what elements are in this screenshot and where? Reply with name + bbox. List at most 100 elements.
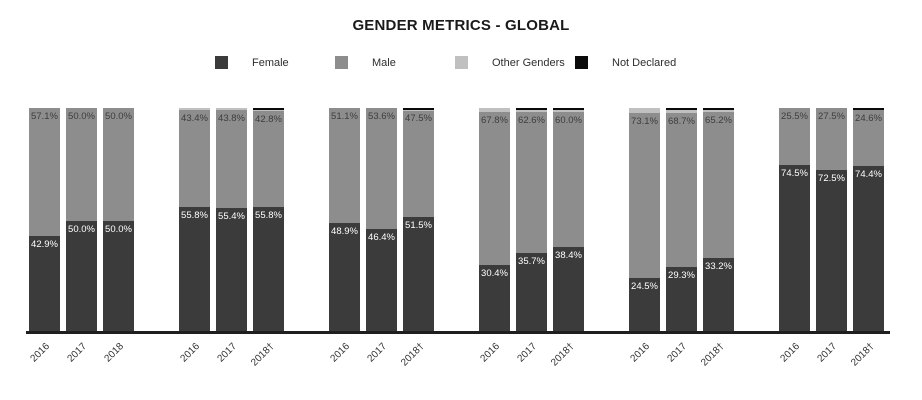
bar-segment-not-declared — [403, 108, 434, 110]
chart-legend: Female Male Other Genders Not Declared — [0, 56, 922, 72]
bar-segment-female: 55.8% — [179, 207, 210, 333]
bar-segment-male: 67.8% — [479, 112, 510, 265]
bar-segment-female: 50.0% — [66, 220, 97, 333]
bar-segment-male: 43.8% — [216, 109, 247, 209]
bar-value-label: 62.6% — [518, 114, 545, 126]
bar-value-label: 25.5% — [781, 111, 808, 122]
bar-segment-not-declared — [703, 108, 734, 111]
stacked-bar-segments: 51.5% 47.5% — [403, 108, 434, 333]
stacked-bar: 55.8% 42.8% 2018† — [249, 108, 284, 368]
stacked-bar: 50.0% 50.0% 2018 — [103, 108, 134, 365]
bar-segment-male: 57.1% — [29, 108, 60, 237]
bar-value-label: 74.5% — [781, 168, 808, 180]
bar-value-label: 27.5% — [818, 111, 845, 122]
x-tick-label: 2017 — [215, 341, 240, 365]
bar-value-label: 50.0% — [68, 223, 95, 235]
legend-item-female: Female — [215, 56, 289, 69]
legend-label-not-declared: Not Declared — [612, 56, 677, 69]
bar-segment-not-declared — [853, 108, 884, 111]
legend-label-other-genders: Other Genders — [492, 56, 565, 69]
bar-segment-female: 74.4% — [853, 165, 884, 333]
bar-group: 74.5% 25.5% 2016 72.5% 27.5% 2017 74.4% 24.6% 20… — [779, 108, 884, 368]
legend-label-male: Male — [372, 56, 396, 69]
stacked-bar-segments: 50.0% 50.0% — [66, 108, 97, 333]
bar-segment-male: 62.6% — [516, 111, 547, 253]
bar-value-label: 53.6% — [368, 111, 395, 123]
bar-value-label: 29.3% — [668, 270, 695, 282]
bar-group: 42.9% 57.1% 2016 50.0% 50.0% 2017 50.0% 50.0% 20… — [29, 108, 134, 365]
bar-segment-not-declared — [253, 108, 284, 110]
bar-value-label: 74.4% — [855, 168, 882, 180]
bar-group: 48.9% 51.1% 2016 46.4% 53.6% 2017 51.5% 47.5% 20… — [329, 108, 434, 368]
x-tick-label: 2018† — [398, 341, 427, 369]
bar-segment-other-genders — [179, 108, 210, 110]
bar-value-label: 24.5% — [631, 280, 658, 292]
stacked-bar: 48.9% 51.1% 2016 — [329, 108, 360, 365]
bar-group: 55.8% 43.4% 2016 55.4% 43.8% 2017 55.8% 42.8% 20… — [179, 108, 284, 368]
bar-segment-female: 46.4% — [366, 228, 397, 333]
bar-value-label: 46.4% — [368, 231, 395, 243]
stacked-bar: 74.4% 24.6% 2018† — [849, 108, 884, 368]
bar-segment-male: 50.0% — [66, 108, 97, 221]
x-tick-label: 2016 — [778, 341, 803, 365]
x-tick-label: 2017 — [365, 341, 390, 365]
bar-segment-other-genders — [253, 109, 284, 112]
x-tick-label: 2016 — [328, 341, 353, 365]
legend-item-not-declared: Not Declared — [575, 56, 676, 69]
legend-swatch-other-genders — [455, 56, 468, 69]
bar-segment-other-genders — [666, 110, 697, 113]
bar-segment-male: 50.0% — [103, 108, 134, 221]
stacked-bar: 24.5% 73.1% 2016 — [629, 108, 660, 365]
stacked-bar: 33.2% 65.2% 2018† — [699, 108, 734, 368]
stacked-bar-segments: 74.4% 24.6% — [853, 108, 884, 333]
x-axis-line — [26, 331, 890, 334]
stacked-bar-segments: 35.7% 62.6% — [516, 108, 547, 333]
bar-segment-female: 35.7% — [516, 252, 547, 333]
bar-value-label: 30.4% — [481, 267, 508, 279]
bar-segment-male: 25.5% — [779, 108, 810, 166]
bar-value-label: 55.8% — [255, 210, 282, 222]
bar-value-label: 38.4% — [555, 249, 582, 261]
legend-swatch-not-declared — [575, 56, 588, 69]
x-tick-label: 2017 — [665, 341, 690, 365]
bar-segment-not-declared — [666, 108, 697, 111]
bar-segment-other-genders — [216, 108, 247, 110]
stacked-bar: 35.7% 62.6% 2017 — [516, 108, 547, 365]
stacked-bar-segments: 38.4% 60.0% — [553, 108, 584, 333]
stacked-bar: 72.5% 27.5% 2017 — [816, 108, 847, 365]
bar-segment-female: 33.2% — [703, 258, 734, 333]
bar-segment-female: 30.4% — [479, 264, 510, 333]
x-tick-label: 2017 — [815, 341, 840, 365]
legend-item-male: Male — [335, 56, 396, 69]
stacked-bar: 74.5% 25.5% 2016 — [779, 108, 810, 365]
stacked-bar-segments: 74.5% 25.5% — [779, 108, 810, 333]
bar-segment-other-genders — [479, 108, 510, 113]
bar-value-label: 60.0% — [555, 114, 582, 126]
stacked-bar: 55.8% 43.4% 2016 — [179, 108, 210, 365]
bar-value-label: 50.0% — [105, 223, 132, 235]
bar-value-label: 35.7% — [518, 255, 545, 267]
stacked-bar: 50.0% 50.0% 2017 — [66, 108, 97, 365]
bar-value-label: 50.0% — [105, 111, 132, 122]
bar-segment-other-genders — [703, 110, 734, 112]
bar-segment-female: 42.9% — [29, 236, 60, 333]
bar-segment-male: 51.1% — [329, 108, 360, 223]
bar-segment-male: 24.6% — [853, 110, 884, 166]
legend-label-female: Female — [252, 56, 289, 69]
bar-segment-other-genders — [629, 108, 660, 114]
bar-value-label: 42.9% — [31, 239, 58, 251]
bar-segment-male: 42.8% — [253, 111, 284, 208]
bar-segment-other-genders — [403, 109, 434, 111]
stacked-bar-segments: 46.4% 53.6% — [366, 108, 397, 333]
bar-segment-female: 24.5% — [629, 277, 660, 333]
bar-segment-other-genders — [553, 110, 584, 112]
stacked-bar: 46.4% 53.6% 2017 — [366, 108, 397, 365]
bar-value-label: 57.1% — [31, 111, 58, 123]
bar-segment-female: 55.4% — [216, 208, 247, 333]
stacked-bar-segments: 33.2% 65.2% — [703, 108, 734, 333]
stacked-bar-segments: 42.9% 57.1% — [29, 108, 60, 333]
bar-value-label: 55.4% — [218, 211, 245, 223]
bar-value-label: 48.9% — [331, 225, 358, 237]
bar-value-label: 24.6% — [855, 113, 882, 125]
stacked-bar-segments: 48.9% 51.1% — [329, 108, 360, 333]
